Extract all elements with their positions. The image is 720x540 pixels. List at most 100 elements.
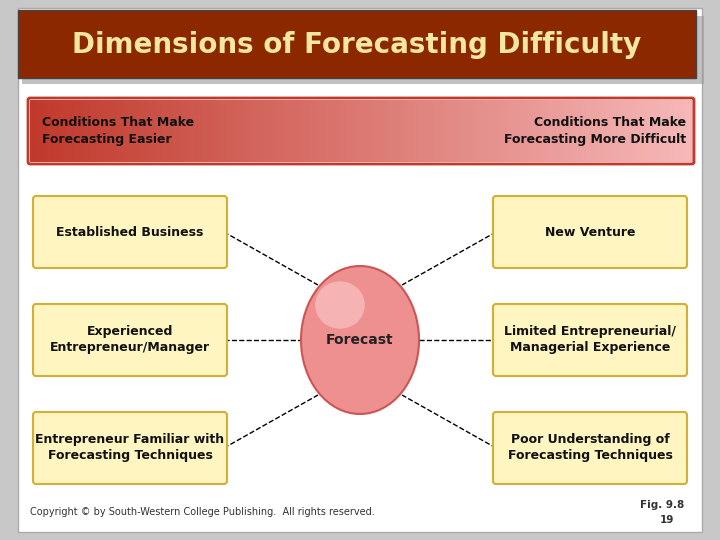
Bar <box>158 100 161 162</box>
Bar <box>542 100 544 162</box>
Bar <box>366 100 368 162</box>
Bar <box>242 100 245 162</box>
Bar <box>171 100 174 162</box>
Bar <box>321 100 324 162</box>
Bar <box>628 100 631 162</box>
Bar <box>302 100 304 162</box>
Bar <box>76 100 79 162</box>
Bar <box>615 100 618 162</box>
Bar <box>690 100 693 162</box>
FancyBboxPatch shape <box>493 196 687 268</box>
Bar <box>359 100 361 162</box>
Bar <box>286 100 289 162</box>
Ellipse shape <box>301 266 419 414</box>
Bar <box>604 100 606 162</box>
Bar <box>184 100 187 162</box>
Bar <box>528 100 531 162</box>
Bar <box>387 100 390 162</box>
Bar <box>271 100 273 162</box>
Bar <box>288 100 291 162</box>
Bar <box>275 100 278 162</box>
Bar <box>304 100 306 162</box>
Bar <box>390 100 392 162</box>
Bar <box>536 100 538 162</box>
Bar <box>379 100 382 162</box>
Bar <box>639 100 642 162</box>
Bar <box>103 100 106 162</box>
Bar <box>235 100 238 162</box>
Bar <box>582 100 585 162</box>
Bar <box>469 100 472 162</box>
Bar <box>476 100 479 162</box>
Bar <box>253 100 256 162</box>
Bar <box>363 100 366 162</box>
Bar <box>333 100 335 162</box>
Bar <box>341 100 344 162</box>
Bar <box>659 100 662 162</box>
Bar <box>511 100 514 162</box>
Bar <box>405 100 408 162</box>
Bar <box>489 100 492 162</box>
Bar <box>644 100 646 162</box>
Bar <box>458 100 461 162</box>
Bar <box>244 100 247 162</box>
Bar <box>229 100 231 162</box>
Bar <box>96 100 99 162</box>
Bar <box>238 100 240 162</box>
Bar <box>436 100 438 162</box>
Bar <box>317 100 320 162</box>
Bar <box>398 100 401 162</box>
Bar <box>189 100 192 162</box>
Bar <box>132 100 134 162</box>
Bar <box>222 100 225 162</box>
Bar <box>163 100 165 162</box>
Bar <box>122 100 125 162</box>
Text: 19: 19 <box>660 515 675 525</box>
Bar <box>675 100 677 162</box>
Bar <box>48 100 50 162</box>
Bar <box>441 100 443 162</box>
Bar <box>325 100 328 162</box>
Bar <box>677 100 679 162</box>
Bar <box>147 100 150 162</box>
Bar <box>663 100 666 162</box>
Bar <box>557 100 560 162</box>
Bar <box>182 100 185 162</box>
Bar <box>118 100 121 162</box>
Bar <box>37 100 40 162</box>
Bar <box>447 100 450 162</box>
Bar <box>204 100 207 162</box>
Bar <box>368 100 370 162</box>
FancyBboxPatch shape <box>33 196 227 268</box>
Bar <box>646 100 649 162</box>
Bar <box>56 100 59 162</box>
Bar <box>593 100 595 162</box>
Bar <box>385 100 388 162</box>
Bar <box>180 100 183 162</box>
Bar <box>485 100 487 162</box>
Bar <box>193 100 196 162</box>
Bar <box>32 100 35 162</box>
Bar <box>165 100 167 162</box>
Bar <box>114 100 117 162</box>
Text: Poor Understanding of
Forecasting Techniques: Poor Understanding of Forecasting Techni… <box>508 434 672 462</box>
Bar <box>394 100 397 162</box>
FancyBboxPatch shape <box>33 412 227 484</box>
Bar <box>72 100 75 162</box>
Bar <box>127 100 130 162</box>
Bar <box>624 100 626 162</box>
Bar <box>454 100 456 162</box>
Bar <box>300 100 302 162</box>
Bar <box>43 100 46 162</box>
Bar <box>464 100 467 162</box>
Bar <box>259 100 262 162</box>
Bar <box>493 100 496 162</box>
Bar <box>85 100 88 162</box>
Bar <box>503 100 505 162</box>
Bar <box>564 100 567 162</box>
Bar <box>202 100 204 162</box>
Bar <box>91 100 94 162</box>
Bar <box>356 100 359 162</box>
Text: Entrepreneur Familiar with
Forecasting Techniques: Entrepreneur Familiar with Forecasting T… <box>35 434 225 462</box>
Bar <box>335 100 337 162</box>
